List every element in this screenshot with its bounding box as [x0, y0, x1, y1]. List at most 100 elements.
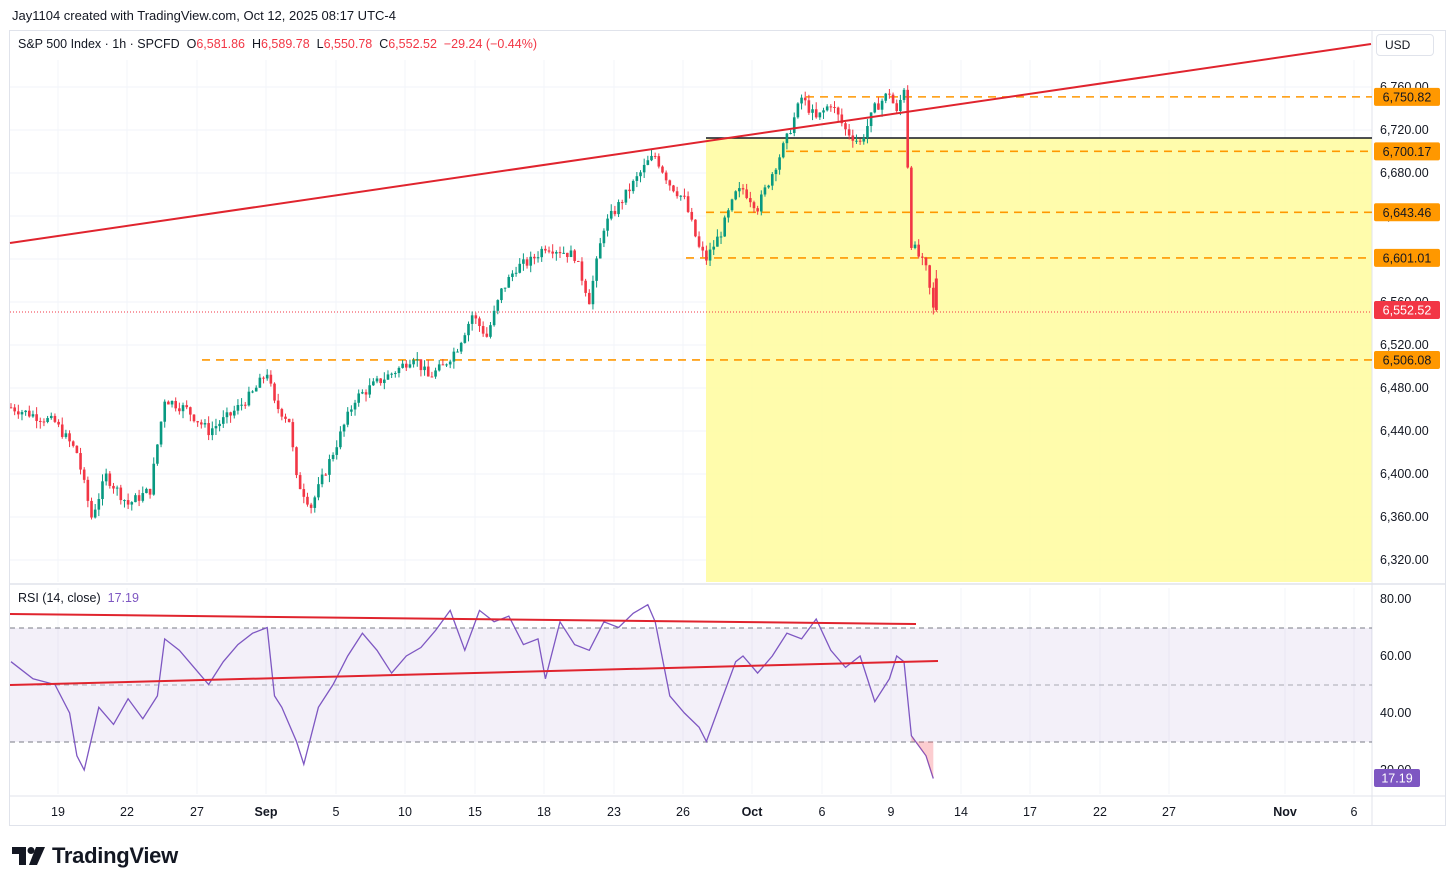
candle-body [825, 106, 829, 111]
candle-body [130, 502, 134, 505]
candle-body [639, 172, 642, 177]
candle-body [679, 195, 683, 197]
candle-body [690, 211, 694, 220]
candle-body [448, 361, 452, 365]
symbol-label[interactable]: S&P 500 Index · 1h · SPCFD [18, 37, 180, 51]
candle-body [716, 236, 719, 247]
candle-body [705, 250, 708, 261]
candle-body [591, 280, 595, 305]
candle-body [189, 407, 192, 415]
candle-body [423, 366, 426, 371]
price-trendline[interactable] [9, 43, 1372, 244]
candle-body [346, 411, 350, 425]
candle-body [86, 479, 90, 501]
candle-body [800, 97, 803, 104]
time-tick-label: 14 [954, 805, 968, 819]
candle-body [500, 288, 503, 301]
ohlc-legend: S&P 500 Index · 1h · SPCFD O6,581.86 H6,… [18, 37, 537, 51]
candle-body [357, 393, 360, 403]
rsi-line [10, 603, 934, 779]
candle-body [770, 174, 774, 186]
rsi-lower-trendline[interactable] [9, 660, 939, 686]
candle-body [602, 230, 606, 244]
candle-body [866, 126, 869, 138]
candle-body [653, 155, 657, 157]
rsi-label[interactable]: RSI (14, close) [18, 591, 101, 605]
candle-body [924, 257, 928, 266]
candle-body [781, 143, 785, 158]
price-tick-label: 6,440.00 [1380, 424, 1429, 438]
rsi-upper-trendline[interactable] [9, 613, 917, 625]
candle-body [697, 236, 701, 247]
candle-body [437, 364, 441, 371]
candle-body [415, 359, 419, 361]
level-price-tags: 6,750.82 6,700.17 6,643.46 6,601.01 6,506.08… [1374, 87, 1440, 788]
candle-body [507, 277, 511, 288]
level-price-tag-bg [1374, 350, 1440, 369]
candle-body [514, 272, 518, 274]
time-tick-label: 15 [468, 805, 482, 819]
candle-body [503, 287, 507, 289]
candle-body [426, 366, 430, 377]
candle-body [694, 219, 697, 237]
candle-body [723, 217, 726, 237]
level-price-tag: 6,750.82 [1383, 90, 1432, 104]
candle-body [163, 401, 167, 422]
candle-body [339, 431, 342, 448]
candle-body [910, 167, 913, 248]
candle-body [167, 401, 170, 405]
candle-body [119, 487, 123, 501]
candle-body [331, 454, 335, 460]
low-value: 6,550.78 [323, 37, 373, 51]
candle-body [401, 363, 404, 368]
candle-body [873, 103, 877, 113]
candle-body [877, 103, 880, 110]
candle-body [836, 107, 840, 115]
change-value: −29.24 (−0.44%) [443, 37, 537, 51]
candle-body [760, 194, 763, 212]
candle-body [880, 100, 884, 110]
candle-body [891, 94, 895, 104]
candle-body [181, 405, 185, 412]
level-price-tag-bg [1374, 87, 1440, 106]
candle-body [262, 377, 265, 379]
candle-body [580, 261, 584, 281]
open-label: O [186, 37, 197, 51]
candle-body [657, 156, 661, 167]
candle-body [620, 202, 624, 204]
candle-body [211, 428, 214, 436]
candle-body [822, 110, 825, 113]
currency-button[interactable]: USD [1376, 34, 1434, 56]
time-tick-label: 22 [1093, 805, 1107, 819]
candle-body [137, 495, 141, 501]
candle-body [547, 250, 551, 252]
candle-body [646, 160, 650, 165]
candle-body [803, 97, 807, 101]
open-value: 6,581.86 [196, 37, 246, 51]
candle-body [609, 210, 613, 219]
time-tick-label: 27 [190, 805, 204, 819]
time-tick-label: 5 [333, 805, 340, 819]
candle-body [595, 258, 598, 281]
time-tick-label: 9 [888, 805, 895, 819]
rsi-tick-label: 80.00 [1380, 592, 1411, 606]
candle-body [763, 187, 767, 195]
price-tick-label: 6,520.00 [1380, 338, 1429, 352]
candle-body [342, 424, 346, 432]
level-price-tag: 6,506.08 [1383, 353, 1432, 367]
candle-body [727, 210, 730, 218]
candle-body [232, 410, 236, 416]
candle-body [53, 415, 57, 422]
candle-body [68, 433, 71, 442]
candle-body [492, 310, 496, 326]
candle-body [840, 114, 844, 124]
candle-body [24, 410, 27, 413]
level-lines [202, 96, 1372, 361]
candle-body [192, 414, 196, 422]
tradingview-logo[interactable]: TradingView [12, 843, 178, 869]
candle-body [104, 473, 108, 482]
candle-body [309, 504, 313, 508]
candle-body [664, 172, 668, 181]
candle-body [577, 260, 580, 262]
